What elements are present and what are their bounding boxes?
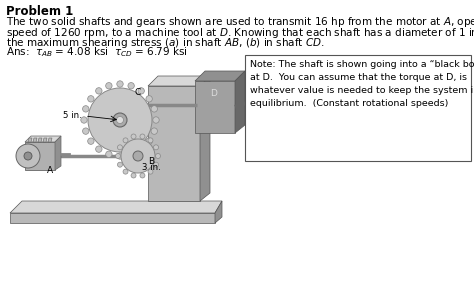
Circle shape: [131, 134, 136, 139]
Text: C: C: [135, 88, 141, 97]
Text: 5 in.: 5 in.: [63, 110, 82, 119]
Circle shape: [118, 162, 122, 167]
Circle shape: [128, 83, 134, 89]
Text: the maximum shearing stress $(a)$ in shaft $AB$, $(b)$ in shaft $CD$.: the maximum shearing stress $(a)$ in sha…: [6, 36, 325, 50]
Text: D: D: [210, 89, 218, 98]
Circle shape: [151, 128, 157, 134]
Polygon shape: [33, 138, 37, 142]
Circle shape: [96, 146, 102, 152]
Circle shape: [154, 145, 158, 150]
Circle shape: [146, 138, 152, 144]
Circle shape: [123, 169, 128, 174]
Text: Note: The shaft is shown going into a “black box”
at D.  You can assume that the: Note: The shaft is shown going into a “b…: [250, 60, 474, 108]
Circle shape: [121, 139, 155, 173]
Circle shape: [140, 134, 145, 139]
Circle shape: [88, 96, 94, 102]
Polygon shape: [25, 142, 55, 170]
Text: Problem 1: Problem 1: [6, 5, 73, 18]
Polygon shape: [55, 136, 61, 170]
Text: speed of 1260 rpm, to a machine tool at $D$. Knowing that each shaft has a diame: speed of 1260 rpm, to a machine tool at …: [6, 25, 474, 40]
Polygon shape: [48, 138, 52, 142]
Circle shape: [148, 138, 153, 143]
Polygon shape: [10, 201, 222, 213]
Circle shape: [96, 88, 102, 94]
Circle shape: [116, 153, 120, 158]
Circle shape: [117, 117, 124, 123]
Circle shape: [113, 113, 127, 127]
Text: Ans:  $\tau_{AB}$ = 4.08 ksi  $\tau_{CD}$ = 6.79 ksi: Ans: $\tau_{AB}$ = 4.08 ksi $\tau_{CD}$ …: [6, 45, 188, 59]
Circle shape: [133, 151, 143, 161]
Polygon shape: [10, 213, 215, 223]
Polygon shape: [195, 71, 245, 81]
Polygon shape: [28, 138, 32, 142]
Circle shape: [81, 117, 87, 123]
Circle shape: [117, 153, 123, 159]
Circle shape: [148, 169, 153, 174]
Circle shape: [88, 138, 94, 144]
Circle shape: [117, 81, 123, 87]
Polygon shape: [200, 76, 210, 201]
Circle shape: [153, 117, 159, 123]
FancyBboxPatch shape: [245, 55, 471, 161]
Circle shape: [155, 153, 161, 158]
Circle shape: [154, 162, 158, 167]
Circle shape: [128, 151, 134, 157]
Circle shape: [131, 173, 136, 178]
Circle shape: [106, 83, 112, 89]
Circle shape: [24, 152, 32, 160]
Circle shape: [140, 173, 145, 178]
Polygon shape: [43, 138, 47, 142]
Polygon shape: [195, 81, 235, 133]
Circle shape: [151, 106, 157, 112]
Polygon shape: [148, 86, 200, 201]
Polygon shape: [25, 136, 61, 142]
Circle shape: [16, 144, 40, 168]
Circle shape: [118, 145, 122, 150]
Circle shape: [146, 96, 152, 102]
Circle shape: [82, 128, 89, 134]
Polygon shape: [235, 71, 245, 133]
Polygon shape: [148, 76, 210, 86]
Polygon shape: [215, 201, 222, 223]
Circle shape: [88, 88, 152, 152]
Text: A: A: [47, 166, 53, 175]
Circle shape: [138, 146, 145, 152]
Circle shape: [82, 106, 89, 112]
Text: The two solid shafts and gears shown are used to transmit 16 hp from the motor a: The two solid shafts and gears shown are…: [6, 15, 474, 29]
Text: 3 in.: 3 in.: [142, 163, 161, 172]
Polygon shape: [38, 138, 42, 142]
Circle shape: [123, 138, 128, 143]
Circle shape: [106, 151, 112, 157]
Circle shape: [138, 88, 145, 94]
Text: B: B: [148, 156, 154, 166]
